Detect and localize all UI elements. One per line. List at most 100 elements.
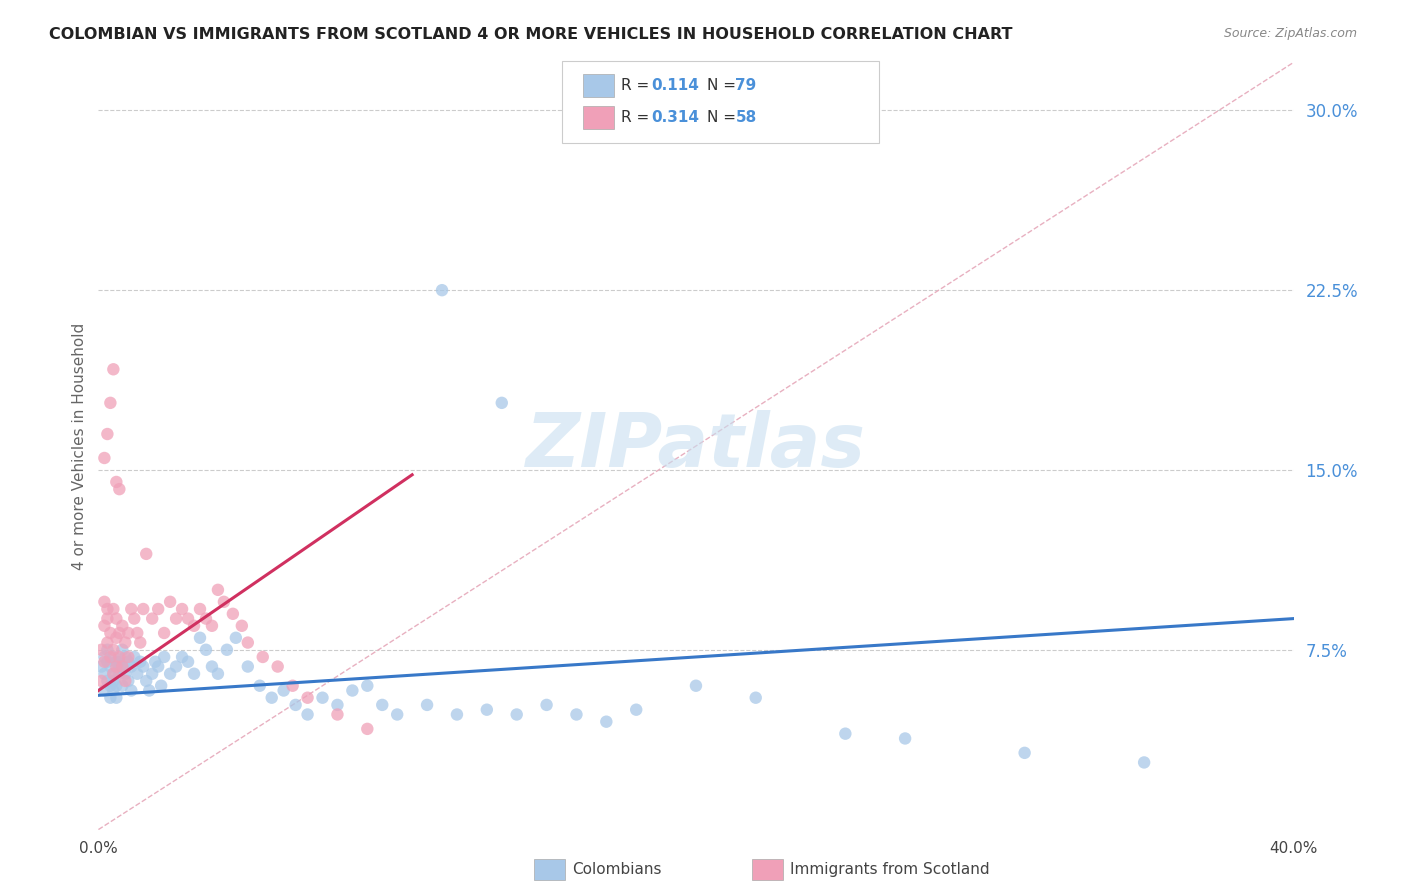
Point — [172, 649, 194, 664]
Text: 58: 58 — [735, 111, 756, 125]
Point — [141, 666, 163, 681]
Point — [215, 642, 238, 657]
Point — [117, 649, 139, 664]
Point — [172, 602, 194, 616]
Point — [267, 659, 290, 673]
Point — [120, 683, 142, 698]
Text: 0.314: 0.314 — [651, 111, 699, 125]
Point — [201, 619, 224, 633]
Point — [207, 666, 229, 681]
Point — [98, 396, 122, 410]
Point — [117, 673, 139, 688]
Text: Colombians: Colombians — [572, 863, 662, 877]
Point — [371, 698, 394, 712]
Point — [93, 655, 115, 669]
Point — [90, 659, 112, 673]
Point — [105, 690, 128, 705]
Point — [195, 642, 218, 657]
Point — [108, 649, 131, 664]
Point — [745, 690, 768, 705]
Point — [127, 626, 149, 640]
Point — [108, 666, 131, 681]
Point — [506, 707, 529, 722]
Point — [273, 683, 295, 698]
Point — [108, 482, 131, 496]
Point — [132, 602, 155, 616]
Point — [93, 595, 115, 609]
Point — [536, 698, 558, 712]
Point — [117, 655, 139, 669]
Point — [93, 619, 115, 633]
Point — [105, 679, 128, 693]
Point — [183, 666, 205, 681]
Point — [114, 673, 136, 688]
Point — [98, 679, 122, 693]
Point — [165, 612, 187, 626]
Point — [201, 659, 224, 673]
Point — [114, 635, 136, 649]
Point — [111, 619, 134, 633]
Point — [103, 642, 125, 657]
Point — [297, 690, 319, 705]
Text: 79: 79 — [735, 78, 756, 93]
Point — [284, 698, 307, 712]
Point — [212, 595, 235, 609]
Point — [90, 673, 112, 688]
Point — [96, 642, 118, 657]
Point — [236, 659, 259, 673]
Point — [98, 649, 122, 664]
Point — [105, 631, 128, 645]
Point — [103, 683, 125, 698]
Point — [446, 707, 468, 722]
Y-axis label: 4 or more Vehicles in Household: 4 or more Vehicles in Household — [72, 322, 87, 570]
Point — [111, 642, 134, 657]
Point — [236, 635, 259, 649]
Point — [93, 666, 115, 681]
Point — [195, 612, 218, 626]
Point — [108, 655, 131, 669]
Point — [93, 683, 115, 698]
Point — [188, 602, 211, 616]
Point — [114, 666, 136, 681]
Point — [96, 602, 118, 616]
Point — [129, 635, 152, 649]
Point — [153, 649, 176, 664]
Point — [225, 631, 247, 645]
Point — [111, 659, 134, 673]
Point — [98, 690, 122, 705]
Point — [565, 707, 588, 722]
Point — [103, 673, 125, 688]
Point — [231, 619, 253, 633]
Point — [111, 679, 134, 693]
Point — [129, 655, 152, 669]
Point — [105, 659, 128, 673]
Point — [93, 450, 115, 465]
Point — [148, 659, 170, 673]
Point — [143, 655, 166, 669]
Point — [311, 690, 333, 705]
Point — [96, 673, 118, 688]
Point — [103, 602, 125, 616]
Point — [120, 659, 142, 673]
Point — [124, 649, 146, 664]
Point — [356, 722, 378, 736]
Point — [141, 612, 163, 626]
Point — [356, 679, 378, 693]
Point — [90, 642, 112, 657]
Text: N =: N = — [707, 78, 741, 93]
Text: N =: N = — [707, 111, 741, 125]
Point — [297, 707, 319, 722]
Point — [252, 649, 274, 664]
Point — [159, 595, 181, 609]
Point — [491, 396, 513, 410]
Text: ZIPatlas: ZIPatlas — [526, 409, 866, 483]
Text: R =: R = — [621, 78, 655, 93]
Point — [1133, 756, 1156, 770]
Point — [385, 707, 409, 722]
Point — [96, 655, 118, 669]
Point — [103, 362, 125, 376]
Point — [475, 703, 498, 717]
Point — [834, 726, 856, 740]
Point — [177, 655, 200, 669]
Point — [111, 659, 134, 673]
